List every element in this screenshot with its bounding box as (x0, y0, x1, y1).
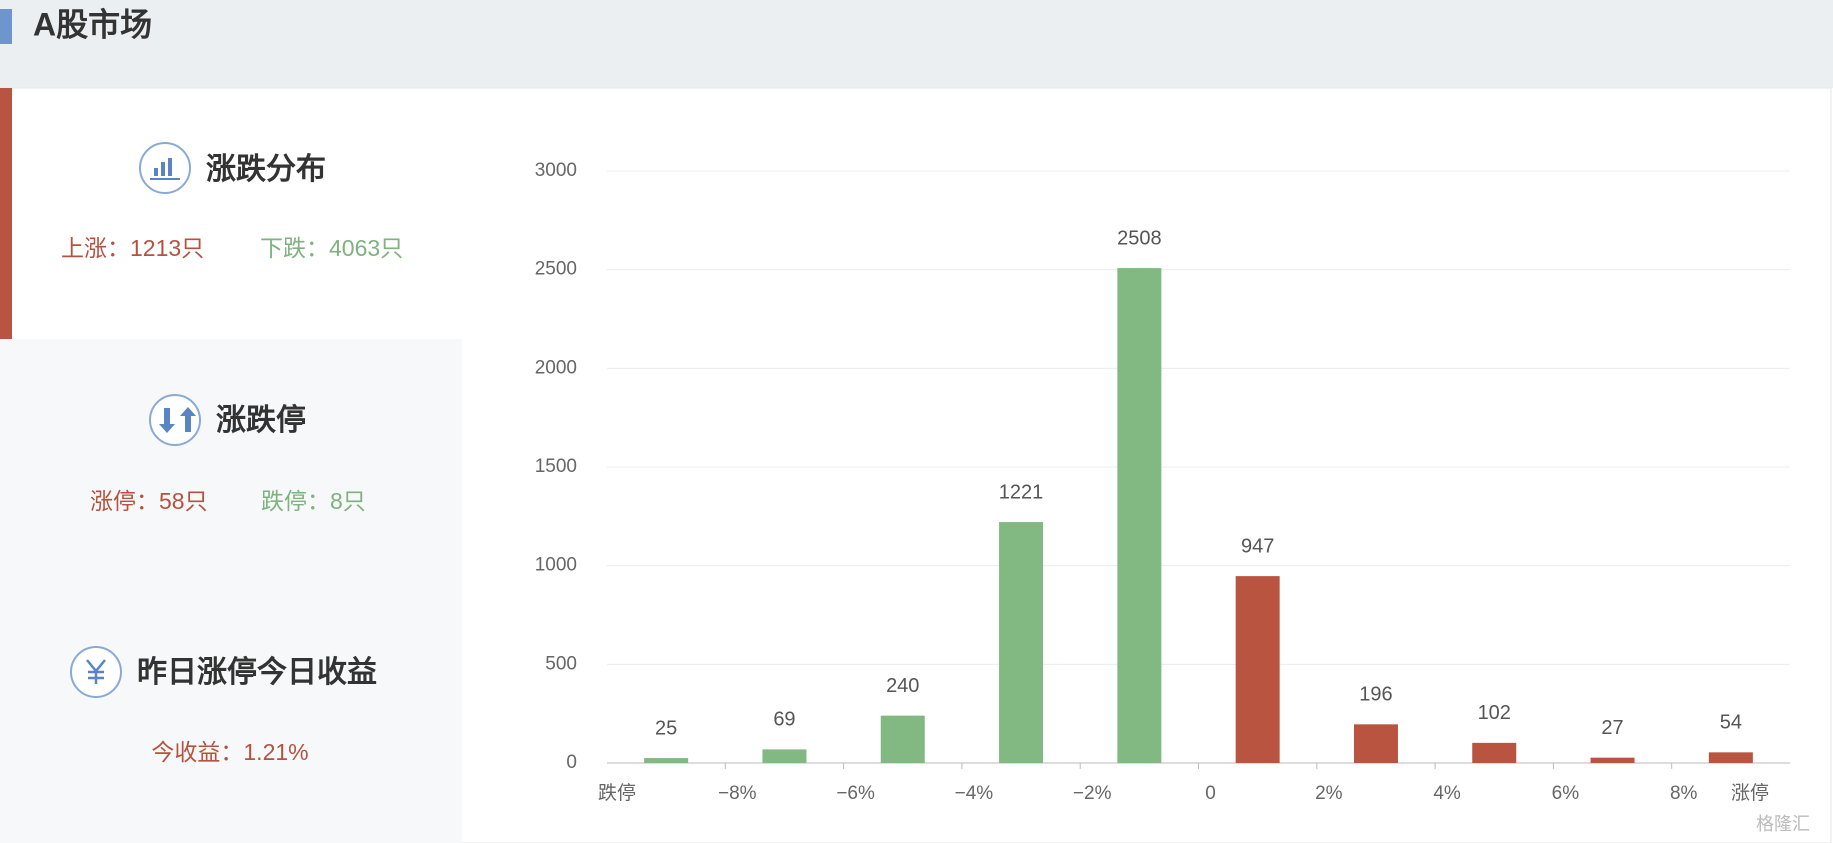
data-label: 25 (655, 717, 677, 739)
icon-yen (70, 646, 122, 698)
x-tick-label: 4% (1433, 783, 1461, 804)
y-tick-label: 0 (566, 752, 577, 773)
header-bar (0, 0, 1833, 88)
x-tick-label: −6% (836, 783, 875, 804)
bar (1117, 268, 1162, 763)
y-tick-label: 2000 (535, 357, 577, 378)
limit-down: 跌停：8只 (261, 488, 366, 514)
data-label: 2508 (1117, 227, 1162, 249)
data-label: 947 (1241, 535, 1274, 557)
side-panel (0, 339, 462, 843)
panel-title: 昨日涨停今日收益 (137, 655, 377, 689)
x-tick-label: 2% (1315, 783, 1343, 804)
header-title: A股市场 (33, 6, 152, 42)
x-tick-label: 0 (1205, 783, 1216, 804)
down-count: 下跌：4063只 (260, 235, 403, 261)
panel-title: 涨跌停 (216, 404, 306, 437)
bar (1353, 724, 1398, 763)
x-tick-label: −8% (718, 783, 757, 804)
active-indicator (0, 88, 12, 339)
header-accent (0, 9, 12, 44)
bar (1590, 757, 1635, 763)
data-label: 102 (1478, 702, 1511, 724)
up-count: 上涨：1213只 (61, 235, 204, 261)
icon-updown (149, 394, 201, 446)
y-tick-label: 3000 (535, 160, 577, 181)
icon-chart (139, 142, 191, 194)
bar (1235, 576, 1280, 763)
y-tick-label: 1500 (535, 456, 577, 477)
y-tick-label: 500 (545, 653, 577, 674)
bar (762, 749, 807, 763)
bar (1708, 752, 1753, 763)
data-label: 54 (1720, 712, 1742, 734)
bar (1472, 742, 1517, 763)
bar (999, 522, 1044, 763)
x-tick-label: 涨停 (1731, 782, 1769, 804)
panel-title: 涨跌分布 (206, 153, 326, 186)
data-label: 27 (1601, 717, 1623, 739)
x-tick-label: 8% (1670, 783, 1698, 804)
bar (644, 758, 689, 763)
limit-up: 涨停：58只 (90, 488, 208, 514)
data-label: 1221 (999, 481, 1044, 503)
bar (880, 715, 925, 763)
data-label: 196 (1359, 684, 1392, 706)
x-tick-label: −4% (955, 783, 994, 804)
y-tick-label: 1000 (535, 555, 577, 576)
watermark: 格隆汇 (1756, 814, 1810, 834)
data-label: 69 (773, 709, 795, 731)
data-label: 240 (886, 675, 919, 697)
y-tick-label: 2500 (535, 259, 577, 280)
return: 今收益：1.21% (151, 739, 308, 765)
x-tick-label: 6% (1552, 783, 1580, 804)
x-tick-label: −2% (1073, 783, 1112, 804)
x-tick-label: 跌停 (598, 782, 636, 804)
